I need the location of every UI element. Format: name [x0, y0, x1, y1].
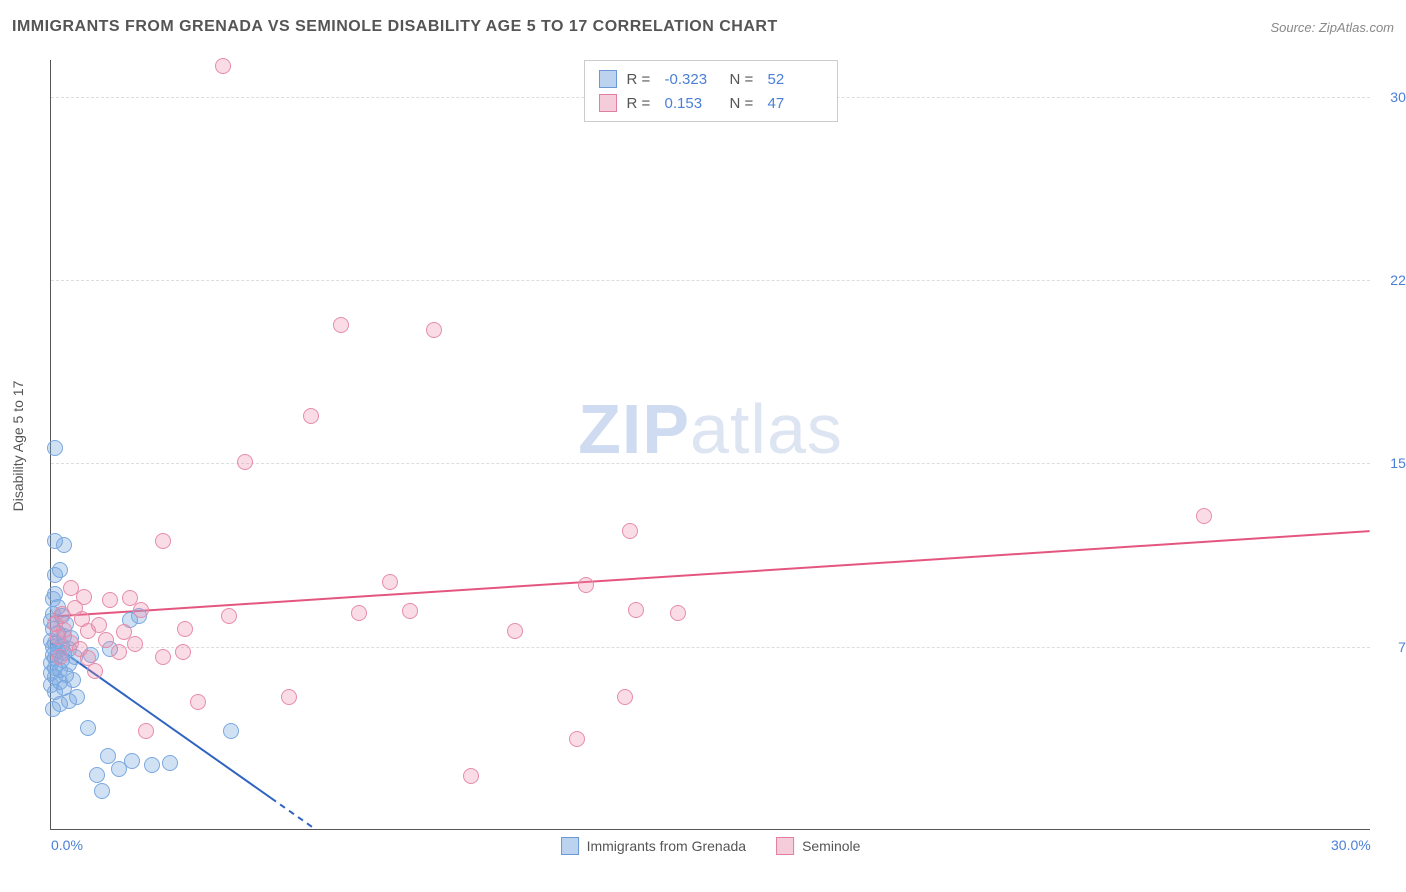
data-point [56, 537, 72, 553]
plot-area: ZIPatlas R = -0.323 N = 52 R = 0.153 N =… [50, 60, 1370, 830]
data-point [223, 723, 239, 739]
data-point [155, 533, 171, 549]
data-point [578, 577, 594, 593]
data-point [102, 592, 118, 608]
legend-item-grenada: Immigrants from Grenada [561, 837, 747, 855]
data-point [569, 731, 585, 747]
r-label: R = [627, 71, 655, 88]
data-point [190, 694, 206, 710]
data-point [221, 608, 237, 624]
chart-title: IMMIGRANTS FROM GRENADA VS SEMINOLE DISA… [12, 18, 778, 36]
data-point [177, 621, 193, 637]
data-point [52, 649, 68, 665]
gridline [51, 280, 1370, 281]
xtick-label: 0.0% [51, 837, 83, 853]
n-value-2: 47 [768, 95, 823, 112]
y-axis-label: Disability Age 5 to 17 [10, 381, 26, 512]
data-point [47, 616, 63, 632]
data-point [47, 567, 63, 583]
chart-container: IMMIGRANTS FROM GRENADA VS SEMINOLE DISA… [0, 0, 1406, 892]
correlation-legend: R = -0.323 N = 52 R = 0.153 N = 47 [584, 60, 838, 122]
xtick-label: 30.0% [1331, 837, 1371, 853]
data-point [138, 723, 154, 739]
legend-swatch-grenada [599, 70, 617, 88]
n-label: N = [730, 95, 758, 112]
legend-item-seminole: Seminole [776, 837, 860, 855]
gridline [51, 647, 1370, 648]
ytick-label: 7.5% [1375, 639, 1406, 655]
trend-lines-svg [51, 60, 1370, 829]
r-label: R = [627, 95, 655, 112]
n-label: N = [730, 71, 758, 88]
legend-swatch-seminole [599, 94, 617, 112]
r-value-1: -0.323 [665, 71, 720, 88]
legend-label-grenada: Immigrants from Grenada [587, 838, 747, 854]
data-point [670, 605, 686, 621]
data-point [87, 663, 103, 679]
data-point [463, 768, 479, 784]
legend-row-2: R = 0.153 N = 47 [599, 91, 823, 115]
data-point [628, 602, 644, 618]
legend-label-seminole: Seminole [802, 838, 860, 854]
data-point [100, 748, 116, 764]
data-point [426, 322, 442, 338]
data-point [94, 783, 110, 799]
legend-row-1: R = -0.323 N = 52 [599, 67, 823, 91]
data-point [133, 602, 149, 618]
data-point [111, 644, 127, 660]
header: IMMIGRANTS FROM GRENADA VS SEMINOLE DISA… [12, 18, 1394, 36]
data-point [215, 58, 231, 74]
data-point [116, 624, 132, 640]
data-point [127, 636, 143, 652]
watermark-atlas: atlas [690, 390, 843, 468]
ytick-label: 15.0% [1375, 455, 1406, 471]
r-value-2: 0.153 [665, 95, 720, 112]
source-label: Source: ZipAtlas.com [1270, 20, 1394, 35]
data-point [622, 523, 638, 539]
data-point [402, 603, 418, 619]
data-point [63, 580, 79, 596]
data-point [89, 767, 105, 783]
n-value-1: 52 [768, 71, 823, 88]
data-point [155, 649, 171, 665]
data-point [98, 632, 114, 648]
data-point [351, 605, 367, 621]
data-point [281, 689, 297, 705]
data-point [80, 623, 96, 639]
data-point [80, 720, 96, 736]
data-point [1196, 508, 1212, 524]
data-point [124, 753, 140, 769]
watermark-zip: ZIP [578, 390, 690, 468]
data-point [507, 623, 523, 639]
data-point [144, 757, 160, 773]
data-point [303, 408, 319, 424]
data-point [333, 317, 349, 333]
data-point [162, 755, 178, 771]
legend-swatch-seminole-b [776, 837, 794, 855]
watermark: ZIPatlas [578, 389, 843, 469]
ytick-label: 30.0% [1375, 89, 1406, 105]
data-point [382, 574, 398, 590]
data-point [237, 454, 253, 470]
legend-swatch-grenada-b [561, 837, 579, 855]
data-point [45, 701, 61, 717]
data-point [617, 689, 633, 705]
data-point [47, 440, 63, 456]
ytick-label: 22.5% [1375, 272, 1406, 288]
series-legend: Immigrants from Grenada Seminole [561, 837, 861, 855]
data-point [175, 644, 191, 660]
